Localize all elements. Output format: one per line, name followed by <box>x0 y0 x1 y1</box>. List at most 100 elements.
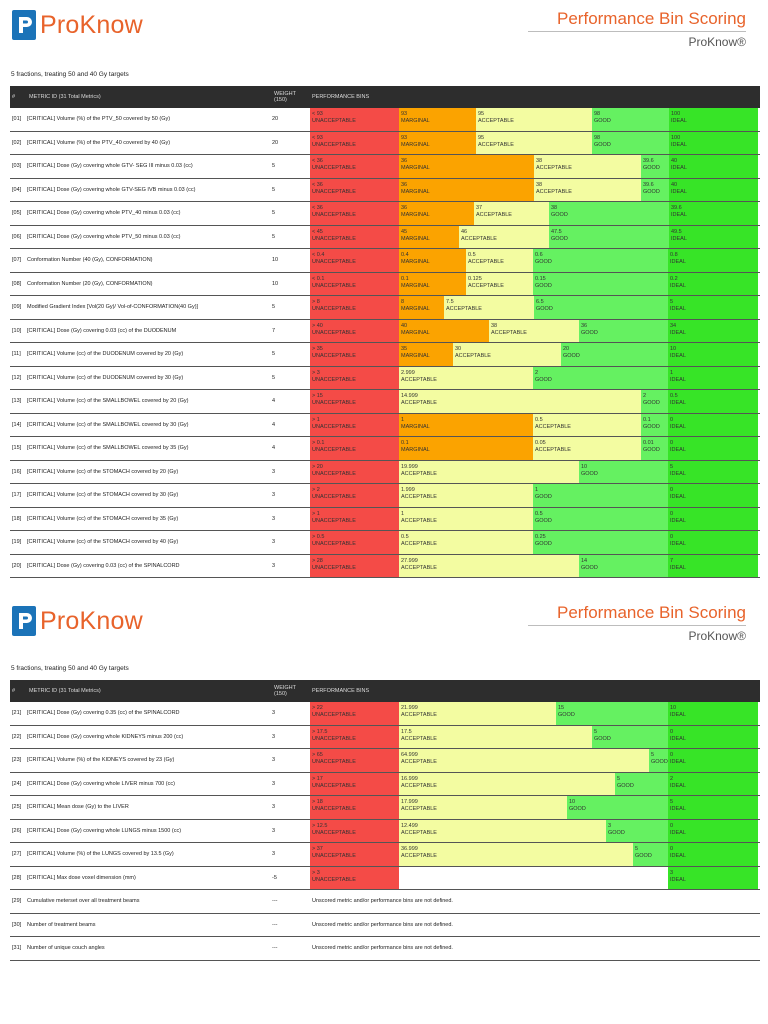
bin-label: GOOD <box>651 759 668 765</box>
bin-label: ACCEPTABLE <box>401 735 437 742</box>
bin-label: IDEAL <box>670 735 686 742</box>
table-row: [24] [CRITICAL] Dose (Gy) covering whole … <box>10 772 760 796</box>
metric-weight: 5 <box>272 225 310 249</box>
bin-unacceptable: > 12.5 UNACCEPTABLE <box>310 819 399 842</box>
metric-name: [CRITICAL] Dose (Gy) covering whole PTV_… <box>27 225 272 249</box>
performance-bins: > 20 UNACCEPTABLE 19.999 ACCEPTABLE 10 GOOD 5 I… <box>310 460 760 484</box>
bin-label: UNACCEPTABLE <box>312 564 356 571</box>
metric-weight: 10 <box>272 272 310 296</box>
brand-name: ProKnow <box>40 10 143 39</box>
bin-threshold: > 17 <box>312 775 323 782</box>
metric-number: [05] <box>10 201 27 226</box>
table-row: [01] [CRITICAL] Volume (%) of the PTV_50 … <box>10 108 760 132</box>
bin-label: ACCEPTABLE <box>476 212 512 218</box>
bin-label: UNACCEPTABLE <box>312 353 356 359</box>
bin-threshold: 15 <box>558 705 565 711</box>
bin-label: UNACCEPTABLE <box>312 759 356 765</box>
bin-threshold: 20 <box>563 346 570 352</box>
bin-label: MARGINAL <box>401 306 430 312</box>
bin-ideal: 100 IDEAL <box>669 131 758 154</box>
bin-ideal: 10 IDEAL <box>668 343 758 366</box>
table-row: [03] [CRITICAL] Dose (Gy) covering whole … <box>10 154 760 179</box>
bin-unacceptable: > 17 UNACCEPTABLE <box>310 772 399 795</box>
bin-threshold: 1.999 <box>401 487 415 493</box>
bin-threshold: > 40 <box>312 322 323 329</box>
bin-threshold: > 35 <box>312 346 323 352</box>
bin-label: ACCEPTABLE <box>535 447 571 453</box>
bin-label: ACCEPTABLE <box>401 829 437 836</box>
bin-threshold: < 36 <box>312 205 323 211</box>
bin-label: GOOD <box>581 470 598 477</box>
metric-weight: 5 <box>272 366 310 390</box>
bin-label: UNACCEPTABLE <box>312 376 356 383</box>
bin-label: IDEAL <box>670 782 686 789</box>
bin-threshold: > 0.5 <box>312 534 325 540</box>
metric-name: [CRITICAL] Volume (cc) of the SMALLBOWEL… <box>27 436 272 461</box>
metric-number: [07] <box>10 248 27 273</box>
bin-label: IDEAL <box>670 423 686 430</box>
bin-unacceptable: > 28 UNACCEPTABLE <box>310 554 399 577</box>
bin-label: UNACCEPTABLE <box>312 423 356 430</box>
bin-ideal: 0 IDEAL <box>668 843 758 866</box>
metric-number: [17] <box>10 483 27 508</box>
metric-weight: --- <box>272 889 310 914</box>
bin-threshold: 0.1 <box>643 416 651 423</box>
bin-label: MARGINAL <box>401 165 430 171</box>
bin-threshold: > 17.5 <box>312 728 328 735</box>
bin-threshold: 27.999 <box>401 557 418 564</box>
bin-acceptable: 64.999 ACCEPTABLE <box>399 749 649 772</box>
bin-unacceptable: < 93 UNACCEPTABLE <box>310 108 399 131</box>
table-row: [29] Cumulative meterset over all treatme… <box>10 889 760 914</box>
bin-label: MARGINAL <box>401 188 430 195</box>
report-header: Performance Bin Scoring ProKnow® <box>528 603 746 643</box>
bin-label: ACCEPTABLE <box>401 470 437 477</box>
bin-label: UNACCEPTABLE <box>312 541 356 547</box>
bin-good: 2 GOOD <box>533 366 668 389</box>
bin-label: ACCEPTABLE <box>491 329 527 336</box>
bin-label: ACCEPTABLE <box>401 759 437 765</box>
bin-unacceptable: < 36 UNACCEPTABLE <box>310 178 399 201</box>
bin-unacceptable: > 20 UNACCEPTABLE <box>310 460 399 483</box>
metric-name: [CRITICAL] Volume (cc) of the STOMACH co… <box>27 507 272 531</box>
bin-label: IDEAL <box>670 806 686 812</box>
bin-label: GOOD <box>594 735 611 742</box>
bin-label: GOOD <box>563 353 580 359</box>
bin-ideal: 0.2 IDEAL <box>668 272 758 295</box>
metric-name: Number of unique couch angles <box>27 936 272 961</box>
bin-unacceptable: > 1 UNACCEPTABLE <box>310 507 399 530</box>
bin-label: GOOD <box>643 423 660 430</box>
bin-label: GOOD <box>558 712 575 718</box>
performance-bins: < 45 UNACCEPTABLE 45 MARGINAL 46 ACCEPTABLE 47… <box>310 225 760 249</box>
bin-label: IDEAL <box>670 853 686 859</box>
performance-bins: > 2 UNACCEPTABLE 1.999 ACCEPTABLE 1 GOOD 0 IDEA… <box>310 483 760 508</box>
metric-name: [CRITICAL] Dose (Gy) covering 0.03 (cc) … <box>27 554 272 578</box>
bin-threshold: 39.6 <box>671 205 682 211</box>
page-1: ProKnow Performance Bin Scoring ProKnow®… <box>10 9 760 578</box>
bin-unacceptable: < 0.1 UNACCEPTABLE <box>310 272 399 295</box>
undefined-bins-note: Unscored metric and/or performance bins … <box>312 945 453 951</box>
bin-good: 20 GOOD <box>561 343 668 366</box>
metric-number: [23] <box>10 748 27 773</box>
bin-label: UNACCEPTABLE <box>312 829 356 836</box>
bin-label: MARGINAL <box>401 447 430 453</box>
bins-row: > 20 UNACCEPTABLE 19.999 ACCEPTABLE 10 GOOD 5 I… <box>310 460 760 483</box>
bin-label: ACCEPTABLE <box>401 494 437 500</box>
header-num: # <box>10 86 27 108</box>
bin-label: UNACCEPTABLE <box>312 188 356 195</box>
bin-label: IDEAL <box>670 353 686 359</box>
bins-row: < 0.1 UNACCEPTABLE 0.1 MARGINAL 0.125 ACCEPTA… <box>310 272 760 295</box>
metric-weight: 3 <box>272 842 310 867</box>
bin-label: GOOD <box>581 564 598 571</box>
bin-ideal: 0 IDEAL <box>668 437 758 460</box>
bins-row: > 17 UNACCEPTABLE 16.999 ACCEPTABLE 5 GOOD 2 ID… <box>310 772 760 795</box>
bin-label: IDEAL <box>670 494 686 500</box>
table-row: [21] [CRITICAL] Dose (Gy) covering 0.35 (… <box>10 702 760 726</box>
metric-number: [21] <box>10 702 27 726</box>
table-header-row: # METRIC ID (31 Total Metrics) WEIGHT (1… <box>10 86 760 108</box>
bin-unacceptable: > 17.5 UNACCEPTABLE <box>310 725 399 748</box>
performance-bins: Unscored metric and/or performance bins … <box>310 936 760 961</box>
bin-acceptable: 17.999 ACCEPTABLE <box>399 796 567 819</box>
bin-threshold: 39.6 <box>643 158 654 164</box>
bins-row: > 17.5 UNACCEPTABLE 17.5 ACCEPTABLE 5 GOOD 0 ID… <box>310 725 760 748</box>
bin-good: 3 GOOD <box>606 819 668 842</box>
